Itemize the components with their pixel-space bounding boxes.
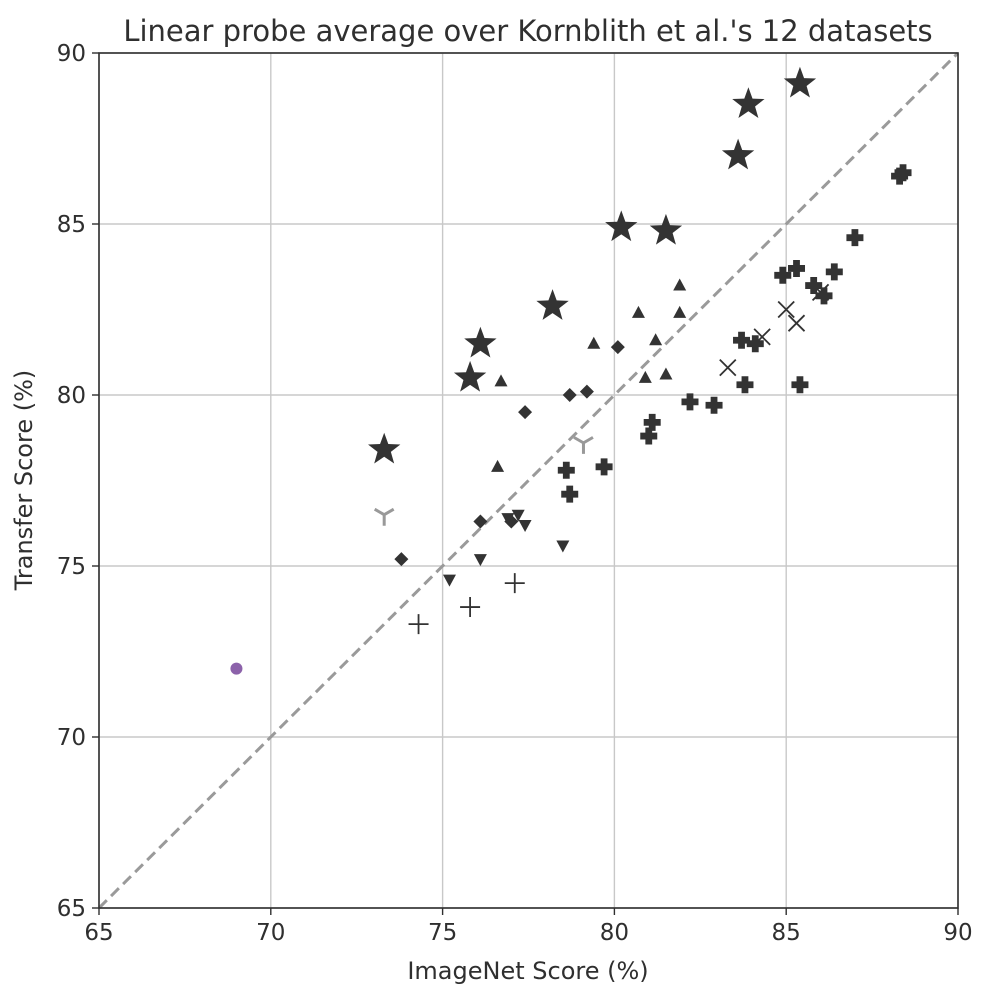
diamond-marker	[473, 514, 488, 529]
plus-filled-marker	[891, 167, 909, 185]
x-tick-label: 90	[943, 920, 972, 946]
triangle-down-marker	[511, 509, 525, 522]
x-marker	[787, 314, 806, 332]
triangle-down-marker	[518, 519, 532, 532]
triangle-up-marker	[673, 305, 687, 318]
tri-down-marker	[573, 436, 594, 454]
plus-filled-marker	[733, 331, 751, 349]
tri-down-marker	[373, 507, 395, 526]
plus-filled-marker	[705, 396, 723, 414]
triangle-up-marker	[631, 305, 645, 318]
reference-diagonal-line	[97, 51, 960, 910]
triangle-up-marker	[659, 367, 673, 380]
star-marker	[605, 210, 638, 242]
star-marker	[536, 289, 569, 320]
plus-filled-marker	[805, 277, 823, 295]
y-tick-label: 80	[57, 383, 86, 409]
diamond-marker	[518, 405, 533, 420]
y-tick-label: 90	[57, 41, 86, 67]
plus-filled-marker	[846, 229, 864, 247]
y-tick-label: 70	[57, 725, 86, 751]
x-tick-label: 75	[428, 920, 457, 946]
plus-filled-marker	[825, 263, 843, 281]
plus-filled-marker	[557, 461, 575, 479]
star-marker	[649, 213, 683, 245]
y-tick-label: 75	[57, 554, 86, 580]
plus-filled-marker	[561, 485, 579, 503]
triangle-up-marker	[587, 336, 601, 349]
plus-filled-marker	[791, 376, 809, 394]
plus-filled-marker	[643, 413, 661, 431]
plus-filled-marker	[746, 335, 764, 353]
star-marker	[783, 66, 817, 98]
diamond-marker	[394, 552, 409, 567]
star-marker	[368, 432, 401, 464]
x-marker	[777, 300, 795, 319]
star-marker	[464, 326, 497, 358]
plus-filled-marker	[894, 164, 912, 182]
star-marker	[721, 138, 755, 170]
x-tick-label: 85	[772, 920, 801, 946]
plus-filled-marker	[640, 427, 658, 445]
triangle-down-marker	[473, 554, 487, 567]
plus-marker	[460, 597, 481, 618]
y-axis-label: Transfer Score (%)	[10, 370, 38, 592]
diamond-marker	[579, 384, 594, 399]
x-tick-label: 80	[600, 920, 629, 946]
triangle-up-marker	[638, 370, 652, 383]
plus-filled-marker	[815, 287, 833, 305]
plus-marker	[408, 614, 429, 635]
diamond-marker	[562, 388, 577, 402]
x-tick-label: 70	[256, 920, 285, 946]
star-marker	[732, 87, 765, 119]
x-tick-label: 65	[84, 920, 113, 946]
triangle-up-marker	[491, 459, 505, 472]
plus-filled-marker	[681, 393, 699, 411]
data-points	[230, 66, 912, 675]
plot-frame	[98, 52, 959, 909]
x-axis-label: ImageNet Score (%)	[407, 957, 648, 985]
x-marker	[719, 359, 737, 377]
y-tick-label: 85	[57, 212, 86, 238]
plus-filled-marker	[788, 259, 806, 277]
chart-title: Linear probe average over Kornblith et a…	[123, 14, 932, 48]
plus-filled-marker	[736, 376, 754, 394]
plus-filled-marker	[595, 458, 613, 476]
triangle-down-marker	[501, 513, 515, 526]
circle-marker	[230, 662, 243, 675]
triangle-down-marker	[442, 574, 456, 587]
triangle-up-marker	[494, 374, 508, 387]
plus-filled-marker	[774, 266, 792, 284]
triangle-up-marker	[649, 333, 663, 346]
axis-ticks: 65 70 75 80 85 90 65 70 75 80 85 90	[57, 41, 973, 946]
diamond-marker	[610, 340, 625, 355]
triangle-down-marker	[556, 540, 570, 553]
star-marker	[453, 360, 487, 392]
plus-marker	[504, 573, 525, 594]
triangle-up-marker	[673, 278, 687, 291]
y-tick-label: 65	[57, 896, 86, 922]
